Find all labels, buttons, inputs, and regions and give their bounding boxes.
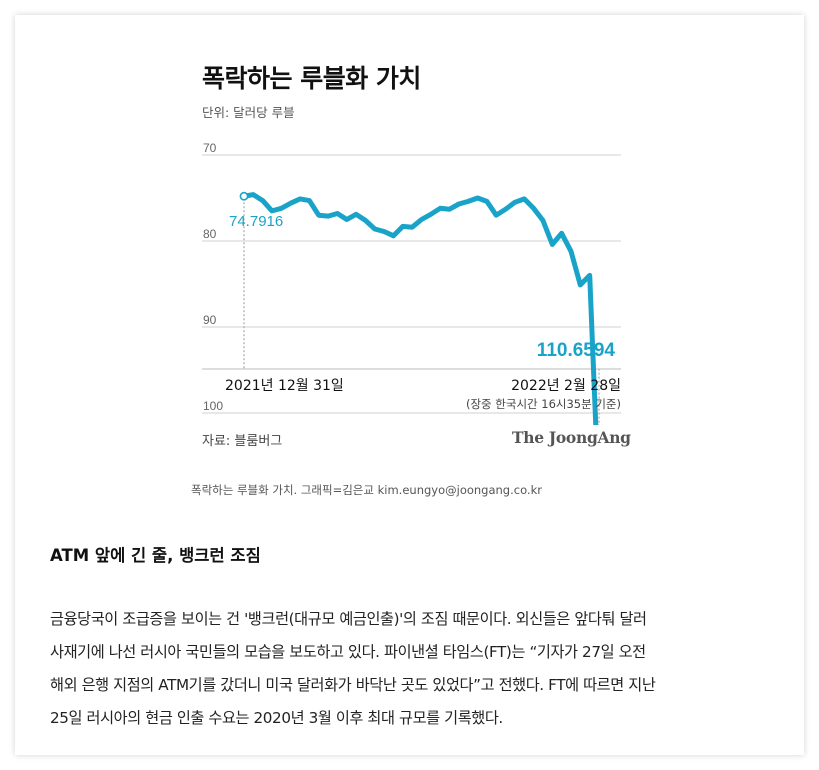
image-caption: 폭락하는 루블화 가치. 그래픽=김은교 kim.eungyo@joongang… bbox=[191, 483, 542, 497]
chart-title: 폭락하는 루블화 가치 bbox=[202, 64, 421, 93]
start-point-marker bbox=[239, 191, 249, 201]
end-value-label: 110.6594 bbox=[537, 340, 616, 361]
article-body: 금융당국이 조급증을 보이는 건 '뱅크런(대규모 예금인출)'의 조짐 때문이… bbox=[50, 603, 790, 735]
body-line: 사재기에 나선 러시아 국민들의 모습을 보도하고 있다. 파이낸셜 타임스(F… bbox=[50, 643, 646, 661]
x-end-date-label: 2022년 2월 28일 bbox=[511, 378, 621, 394]
y-tick-label: 100 bbox=[203, 399, 223, 413]
y-tick-label: 90 bbox=[203, 313, 217, 327]
chart-source: 자료: 블룸버그 bbox=[202, 434, 283, 449]
x-end-time-note: (장중 한국시간 16시35분 기준) bbox=[466, 397, 621, 411]
ruble-line-chart: 708090100110120 74.7916 110.6594 2021년 1… bbox=[202, 141, 621, 425]
body-line: 해외 은행 지점의 ATM기를 갔더니 미국 달러화가 바닥난 곳도 있었다”고… bbox=[50, 676, 656, 694]
brand-logo: The JoongAng bbox=[512, 428, 631, 447]
y-tick-labels: 708090100110120 bbox=[203, 141, 223, 413]
section-heading: ATM 앞에 긴 줄, 뱅크런 조짐 bbox=[50, 546, 261, 565]
chart-unit-label: 단위: 달러당 루블 bbox=[202, 105, 295, 120]
body-line: 25일 러시아의 현금 인출 수요는 2020년 3월 이후 최대 규모를 기록… bbox=[50, 709, 503, 727]
y-tick-label: 80 bbox=[203, 227, 217, 241]
chart-figure: 폭락하는 루블화 가치 단위: 달러당 루블 708090100110120 7… bbox=[15, 15, 804, 535]
start-value-label: 74.7916 bbox=[229, 213, 283, 230]
y-tick-label: 70 bbox=[203, 141, 217, 155]
x-start-date-label: 2021년 12월 31일 bbox=[225, 378, 344, 394]
ruble-series-line bbox=[241, 192, 599, 425]
article-card: 폭락하는 루블화 가치 단위: 달러당 루블 708090100110120 7… bbox=[15, 15, 804, 755]
body-line: 금융당국이 조급증을 보이는 건 '뱅크런(대규모 예금인출)'의 조짐 때문이… bbox=[50, 610, 647, 628]
